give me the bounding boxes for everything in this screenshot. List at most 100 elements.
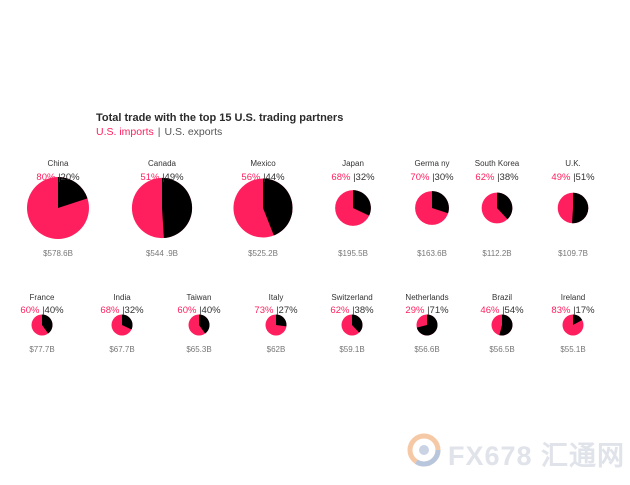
pct-label-india: 68% |32% (100, 305, 143, 316)
pie-slice-exports-switzerland (352, 314, 363, 333)
pie-slice-exports-italy (276, 314, 287, 327)
pct-label-france: 60% |40% (20, 305, 63, 316)
total-label-italy: $62B (266, 345, 286, 354)
exports-pct-china: |20% (58, 172, 80, 183)
country-name-taiwan: Taiwan (186, 293, 212, 302)
imports-pct-japan: 68% (331, 172, 354, 183)
watermark: FX678 汇通网 (404, 428, 624, 472)
exports-pct-india: |32% (122, 305, 144, 316)
pct-label-ireland: 83% |17% (551, 305, 594, 316)
pie-slice-exports-germa-ny (432, 191, 449, 214)
pct-label-china: 80% |20% (36, 172, 79, 183)
pie-slice-exports-taiwan (199, 314, 210, 334)
imports-pct-south-korea: 62% (475, 172, 498, 183)
total-label-japan: $195.5B (338, 249, 368, 258)
pie-slice-exports-ireland (573, 314, 583, 325)
pct-label-south-korea: 62% |38% (475, 172, 518, 183)
total-label-india: $67.7B (109, 345, 135, 354)
exports-pct-taiwan: |40% (199, 305, 221, 316)
chart-legend: U.S. imports | U.S. exports (96, 126, 222, 138)
pct-label-germa-ny: 70% |30% (410, 172, 453, 183)
imports-pct-italy: 73% (254, 305, 277, 316)
imports-pct-u-k: 49% (551, 172, 574, 183)
imports-pct-ireland: 83% (551, 305, 574, 316)
total-label-switzerland: $59.1B (339, 345, 365, 354)
exports-pct-brazil: |54% (502, 305, 524, 316)
pct-label-canada: 51% |49% (140, 172, 183, 183)
exports-pct-japan: |32% (353, 172, 375, 183)
total-label-ireland: $55.1B (560, 345, 586, 354)
imports-pct-germa-ny: 70% (410, 172, 433, 183)
imports-pct-china: 80% (36, 172, 59, 183)
legend-imports: U.S. imports (96, 126, 154, 138)
pie-slice-exports-france (42, 314, 53, 334)
pie-slice-exports-brazil (499, 314, 513, 336)
country-name-mexico: Mexico (250, 159, 276, 168)
total-label-u-k: $109.7B (558, 249, 588, 258)
legend-exports: U.S. exports (164, 126, 223, 138)
imports-pct-canada: 51% (140, 172, 163, 183)
total-label-france: $77.7B (29, 345, 55, 354)
pie-slice-exports-canada (162, 177, 193, 239)
country-name-france: France (29, 293, 55, 302)
pie-slice-exports-mexico (263, 178, 293, 236)
imports-pct-india: 68% (100, 305, 123, 316)
total-label-south-korea: $112.2B (482, 249, 512, 258)
country-name-china: China (47, 159, 69, 168)
exports-pct-u-k: |51% (573, 172, 595, 183)
imports-pct-mexico: 56% (241, 172, 264, 183)
country-name-canada: Canada (147, 159, 177, 168)
exports-pct-france: |40% (42, 305, 64, 316)
country-name-germa-ny: Germa ny (414, 159, 450, 168)
pie-slice-exports-japan (353, 190, 371, 216)
chart-title: Total trade with the top 15 U.S. trading… (96, 112, 344, 124)
country-name-netherlands: Netherlands (405, 293, 449, 302)
country-name-brazil: Brazil (491, 293, 513, 302)
total-label-netherlands: $56.6B (414, 345, 440, 354)
exports-pct-south-korea: |38% (497, 172, 519, 183)
imports-pct-taiwan: 60% (177, 305, 200, 316)
legend-separator: | (157, 126, 161, 138)
pie-slice-exports-south-korea (497, 192, 513, 220)
pct-label-u-k: 49% |51% (551, 172, 594, 183)
exports-pct-mexico: |44% (263, 172, 285, 183)
total-label-mexico: $525.2B (248, 249, 278, 258)
pct-label-taiwan: 60% |40% (177, 305, 220, 316)
exports-pct-switzerland: |38% (352, 305, 374, 316)
country-name-switzerland: Switzerland (331, 293, 373, 302)
total-label-brazil: $56.5B (489, 345, 515, 354)
country-name-japan: Japan (342, 159, 364, 168)
imports-pct-france: 60% (20, 305, 43, 316)
country-name-india: India (113, 293, 131, 302)
pie-slice-exports-china (58, 177, 88, 208)
country-name-ireland: Ireland (560, 293, 586, 302)
exports-pct-netherlands: |71% (427, 305, 449, 316)
country-name-italy: Italy (268, 293, 284, 302)
total-label-germa-ny: $163.6B (417, 249, 447, 258)
imports-pct-switzerland: 62% (330, 305, 353, 316)
exports-pct-germa-ny: |30% (432, 172, 454, 183)
pct-label-netherlands: 29% |71% (405, 305, 448, 316)
exports-pct-canada: |49% (162, 172, 184, 183)
fx678-logo-icon (407, 433, 441, 467)
pct-label-italy: 73% |27% (254, 305, 297, 316)
exports-pct-italy: |27% (276, 305, 298, 316)
country-name-south-korea: South Korea (474, 159, 520, 168)
pie-slice-exports-netherlands (416, 314, 438, 336)
imports-pct-brazil: 46% (480, 305, 503, 316)
imports-pct-netherlands: 29% (405, 305, 428, 316)
exports-pct-ireland: |17% (573, 305, 595, 316)
total-label-taiwan: $65.3B (186, 345, 212, 354)
pie-slice-exports-u-k (572, 192, 589, 224)
country-name-u-k: U.K. (565, 159, 581, 168)
pct-label-japan: 68% |32% (331, 172, 374, 183)
total-label-china: $578.6B (43, 249, 73, 258)
pie-slice-exports-india (122, 314, 133, 330)
pct-label-switzerland: 62% |38% (330, 305, 373, 316)
total-label-canada: $544 .9B (145, 249, 179, 258)
pct-label-mexico: 56% |44% (241, 172, 284, 183)
watermark-text: FX678 汇通网 (448, 441, 626, 471)
pct-label-brazil: 46% |54% (480, 305, 523, 316)
